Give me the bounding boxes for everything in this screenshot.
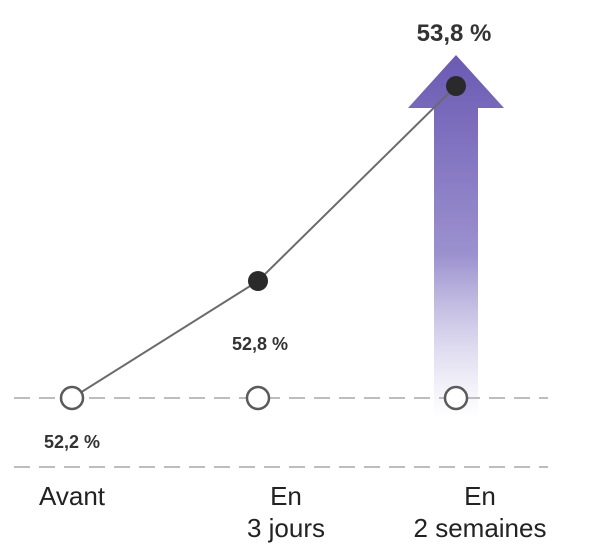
category-label: 3 jours [247,513,325,543]
highlight-arrow [408,55,504,418]
category-label: 2 semaines [414,513,547,543]
baseline-marker [443,385,469,411]
data-label: 53,8 % [417,20,492,47]
category-label: Avant [39,481,106,511]
data-label: 52,8 % [232,334,288,354]
data-point [248,271,268,291]
category-label: En [270,481,302,511]
baseline-marker [245,385,271,411]
category-label: En [464,481,496,511]
data-point [446,76,466,96]
baseline-marker [59,385,85,411]
data-label: 52,2 % [44,432,100,452]
